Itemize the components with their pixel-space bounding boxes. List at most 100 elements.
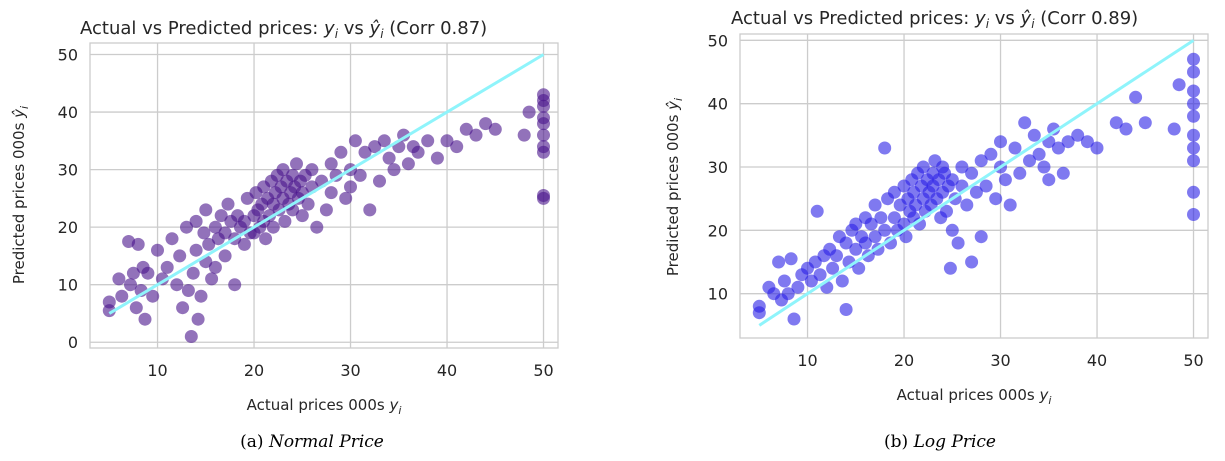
chart-a-point <box>170 278 184 292</box>
chart-a-xtick-label: 10 <box>147 361 167 380</box>
chart-a-point <box>278 214 292 228</box>
chart-a-point <box>112 272 126 286</box>
chart-b-xtick-label: 40 <box>1087 351 1107 370</box>
chart-b-point <box>1080 135 1094 149</box>
chart-b-xlabel: Actual prices 000s yi <box>897 386 1052 407</box>
chart-b-point <box>974 230 988 244</box>
chart-a-ytick-label: 30 <box>58 161 78 180</box>
chart-a-point <box>141 266 155 280</box>
chart-b-point <box>1071 128 1085 142</box>
chart-b-point <box>998 173 1012 187</box>
chart-b-point <box>943 261 957 275</box>
chart-b-point <box>839 236 853 250</box>
chart-a-point <box>186 266 200 280</box>
chart-b-point <box>810 204 824 218</box>
chart-b-point <box>1172 78 1186 92</box>
chart-b-point <box>1056 166 1070 180</box>
chart-a-points <box>102 88 550 343</box>
chart-a-xtick-label: 20 <box>244 361 264 380</box>
chart-a-point <box>102 304 116 318</box>
chart-a-point <box>208 220 222 234</box>
caption-a: (a) Normal Price <box>240 432 384 452</box>
chart-b-point <box>868 198 882 212</box>
chart-a-point <box>189 214 203 228</box>
chart-b-point <box>1187 185 1200 199</box>
chart-a-ytick-label: 0 <box>68 333 78 352</box>
chart-a-point <box>129 301 143 315</box>
chart-b-point <box>1090 141 1104 155</box>
chart-b-xtick-label: 10 <box>797 351 817 370</box>
chart-b-fit-line <box>758 39 1195 327</box>
chart-a-point <box>377 134 391 148</box>
chart-a-point <box>205 272 219 286</box>
chart-b-point <box>1138 116 1152 130</box>
chart-a-point <box>221 197 235 211</box>
chart-a-point <box>522 105 536 119</box>
chart-b-point <box>1042 173 1056 187</box>
chart-b-title: Actual vs Predicted prices: yi vs ŷi (Co… <box>731 8 1138 31</box>
chart-a-point <box>194 289 208 303</box>
chart-a-point <box>237 214 251 228</box>
chart-b-point <box>787 312 801 326</box>
chart-b-point <box>1051 141 1065 155</box>
chart-b-point <box>1013 166 1027 180</box>
chart-a-frame <box>89 42 559 349</box>
chart-b-points <box>752 52 1200 326</box>
chart-a-point <box>537 128 550 142</box>
chart-a-ytick-label: 40 <box>58 103 78 122</box>
chart-a-point <box>290 157 303 171</box>
chart-a-point <box>228 278 242 292</box>
chart-a-point <box>301 197 315 211</box>
chart-a-point <box>363 203 377 217</box>
chart-a-point <box>146 289 160 303</box>
chart-b-point <box>1003 198 1017 212</box>
chart-b-point <box>940 204 953 218</box>
chart-a-point <box>237 237 251 251</box>
chart-a-point <box>411 145 425 159</box>
chart-a-point <box>324 186 338 200</box>
chart-a-point <box>421 134 435 148</box>
chart-a-ytick-label: 50 <box>58 46 78 65</box>
chart-b-point <box>899 230 913 244</box>
chart-b-point <box>945 173 959 187</box>
chart-b-point <box>826 261 840 275</box>
chart-a-point <box>214 209 228 223</box>
chart-b-point <box>1047 122 1061 136</box>
chart-a-point <box>440 134 454 148</box>
chart-b-xtick-label: 30 <box>990 351 1010 370</box>
chart-b-point <box>868 230 882 244</box>
chart-a-point <box>138 312 152 326</box>
chart-b-point <box>1187 141 1200 155</box>
chart-b-ytick-label: 50 <box>708 31 728 50</box>
chart-a-point <box>517 128 531 142</box>
chart-b-point <box>858 236 872 250</box>
chart-a-point <box>339 191 353 205</box>
chart-a-point <box>176 301 190 315</box>
chart-a-point <box>295 209 309 223</box>
chart-a-point <box>319 203 333 217</box>
chart-a-point <box>173 249 187 263</box>
chart-b-point <box>1187 65 1200 79</box>
chart-b-point <box>1187 154 1200 168</box>
chart-b-point <box>1008 141 1022 155</box>
chart-a-point <box>382 151 396 165</box>
chart-a-point <box>266 220 280 234</box>
chart-a-point <box>184 330 198 343</box>
chart-a-point <box>348 134 362 148</box>
chart-b-point <box>887 185 901 199</box>
chart-a-xtick-label: 30 <box>340 361 360 380</box>
chart-b: Actual vs Predicted prices: yi vs ŷi (Co… <box>664 8 1209 407</box>
chart-a-point <box>259 232 273 246</box>
chart-a-ticks: 10 20 30 40 50 0 10 20 30 40 50 <box>58 46 554 380</box>
chart-b-xtick-label: 50 <box>1183 351 1203 370</box>
chart-a-point <box>208 260 222 274</box>
chart-a-point <box>160 260 174 274</box>
chart-a-point <box>488 122 502 136</box>
chart-b-xtick-label: 20 <box>894 351 914 370</box>
caption-b: (b) Log Price <box>884 432 996 452</box>
chart-b-ytick-label: 30 <box>708 158 728 177</box>
chart-a-point <box>469 128 483 142</box>
chart-b-point <box>784 252 798 266</box>
chart-a-ylabel: Predicted prices 000s ŷi <box>10 106 31 284</box>
